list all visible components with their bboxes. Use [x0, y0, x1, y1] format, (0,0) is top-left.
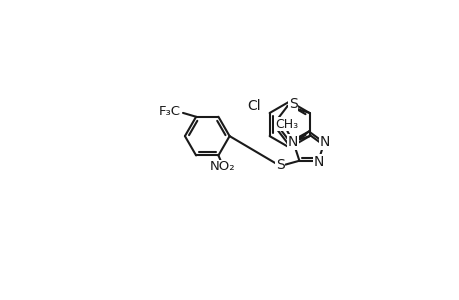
- Text: S: S: [275, 158, 284, 172]
- Text: F₃C: F₃C: [158, 105, 180, 118]
- Text: N: N: [319, 135, 330, 149]
- Text: N: N: [287, 135, 297, 149]
- Text: NO₂: NO₂: [210, 160, 235, 173]
- Text: CH₃: CH₃: [274, 118, 297, 131]
- Text: S: S: [288, 97, 297, 111]
- Text: N: N: [313, 154, 324, 169]
- Text: Cl: Cl: [247, 99, 261, 113]
